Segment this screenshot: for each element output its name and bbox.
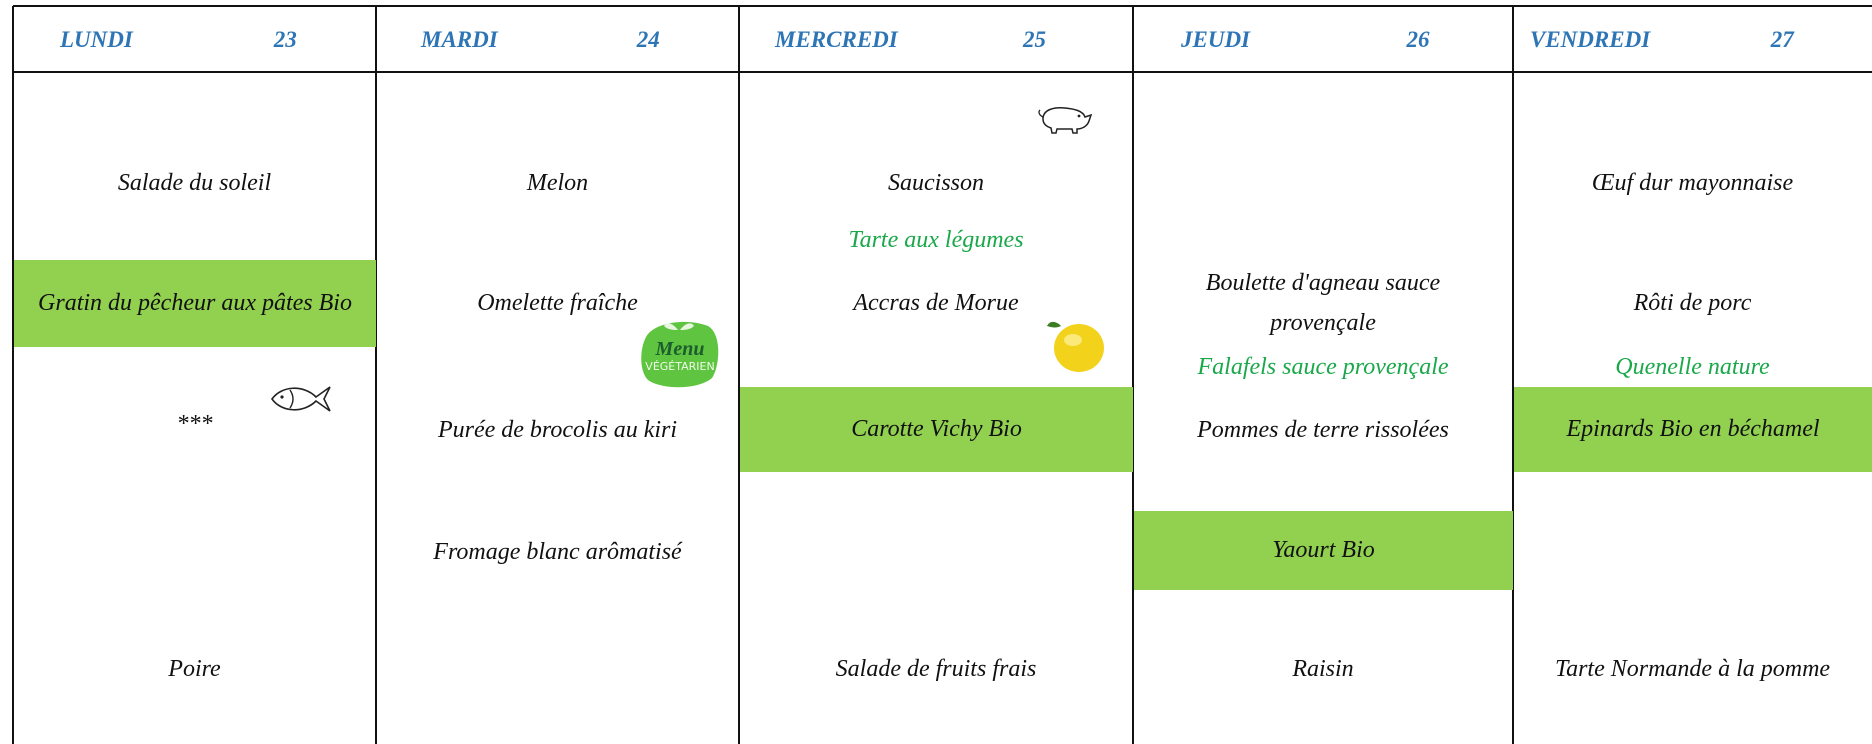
day-date: 26 (1406, 27, 1430, 52)
dish: Boulette d'agneau sauce provençale (1205, 270, 1441, 337)
bio-dish: Gratin du pêcheur aux pâtes Bio (14, 260, 376, 348)
day-date: 25 (1023, 27, 1046, 52)
day-date: 23 (273, 27, 297, 52)
badge-shape (641, 321, 719, 388)
dish: Tarte aux légumes (848, 226, 1024, 253)
dish: Salade de fruits frais (835, 655, 1037, 682)
column-border (375, 6, 377, 744)
dish: Fromage blanc arômatisé (433, 538, 682, 565)
day-name: LUNDI (60, 27, 133, 52)
fish-icon (271, 386, 331, 412)
dish: Raisin (1292, 655, 1354, 682)
dish: Omelette fraîche (477, 290, 638, 317)
lemon-icon (1047, 321, 1104, 372)
vegetarian-badge: Menu VÉGÉTARIEN (638, 316, 722, 390)
dish: Œuf dur mayonnaise (1591, 169, 1794, 196)
column-border (12, 6, 14, 744)
bio-dish: Epinards Bio en béchamel (1514, 386, 1872, 472)
dish: Saucisson (888, 169, 984, 196)
pig-icon (1038, 107, 1093, 134)
day-name: VENDREDI (1530, 27, 1651, 52)
header-border (13, 71, 1872, 73)
day-name: MARDI (421, 27, 498, 52)
day-name: JEUDI (1181, 27, 1251, 52)
column-border (738, 6, 740, 744)
dish: *** (176, 410, 213, 437)
day-date: 24 (636, 27, 660, 52)
column-border (1132, 6, 1134, 744)
badge-line2: VÉGÉTARIEN (645, 360, 715, 373)
dish: Rôti de porc (1633, 290, 1752, 317)
dish: Accras de Morue (853, 290, 1019, 317)
bio-dish: Yaourt Bio (1134, 511, 1513, 590)
bio-dish: Carotte Vichy Bio (740, 386, 1133, 472)
day-date: 27 (1770, 27, 1794, 52)
column-border (1512, 6, 1514, 744)
dish: Quenelle nature (1615, 353, 1770, 380)
dish: Pommes de terre rissolées (1197, 416, 1449, 443)
dish: Salade du soleil (117, 169, 272, 196)
dish: Purée de brocolis au kiri (437, 416, 678, 443)
dish: Falafels sauce provençale (1197, 353, 1449, 380)
dish: Tarte Normande à la pomme (1554, 655, 1831, 682)
day-name: MERCREDI (775, 27, 898, 52)
top-border (13, 5, 1872, 7)
badge-line1: Menu (655, 338, 705, 360)
dish: Poire (168, 655, 221, 682)
dish: Melon (526, 169, 589, 196)
